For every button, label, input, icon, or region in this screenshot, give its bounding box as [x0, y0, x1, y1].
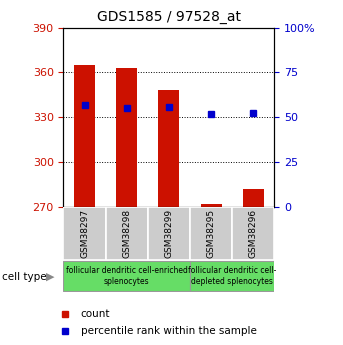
Text: ▶: ▶: [46, 272, 55, 282]
Bar: [201, 204, 222, 207]
Text: GSM38298: GSM38298: [122, 209, 131, 258]
Bar: [232, 207, 274, 260]
Text: percentile rank within the sample: percentile rank within the sample: [81, 326, 257, 336]
Text: follicular dendritic cell-enriched
splenocytes: follicular dendritic cell-enriched splen…: [66, 266, 188, 286]
Title: GDS1585 / 97528_at: GDS1585 / 97528_at: [97, 10, 241, 24]
Bar: [63, 207, 106, 260]
Bar: [190, 261, 274, 291]
Text: count: count: [81, 309, 110, 319]
Text: cell type: cell type: [2, 272, 46, 282]
Text: follicular dendritic cell-
depleted splenocytes: follicular dendritic cell- depleted sple…: [188, 266, 276, 286]
Bar: [74, 65, 95, 207]
Text: GSM38295: GSM38295: [206, 209, 216, 258]
Bar: [116, 68, 137, 207]
Bar: [148, 207, 190, 260]
Bar: [243, 189, 264, 207]
Bar: [63, 261, 190, 291]
Bar: [106, 207, 148, 260]
Text: GSM38299: GSM38299: [164, 209, 174, 258]
Bar: [158, 90, 179, 207]
Text: GSM38297: GSM38297: [80, 209, 89, 258]
Text: GSM38296: GSM38296: [249, 209, 258, 258]
Bar: [190, 207, 232, 260]
